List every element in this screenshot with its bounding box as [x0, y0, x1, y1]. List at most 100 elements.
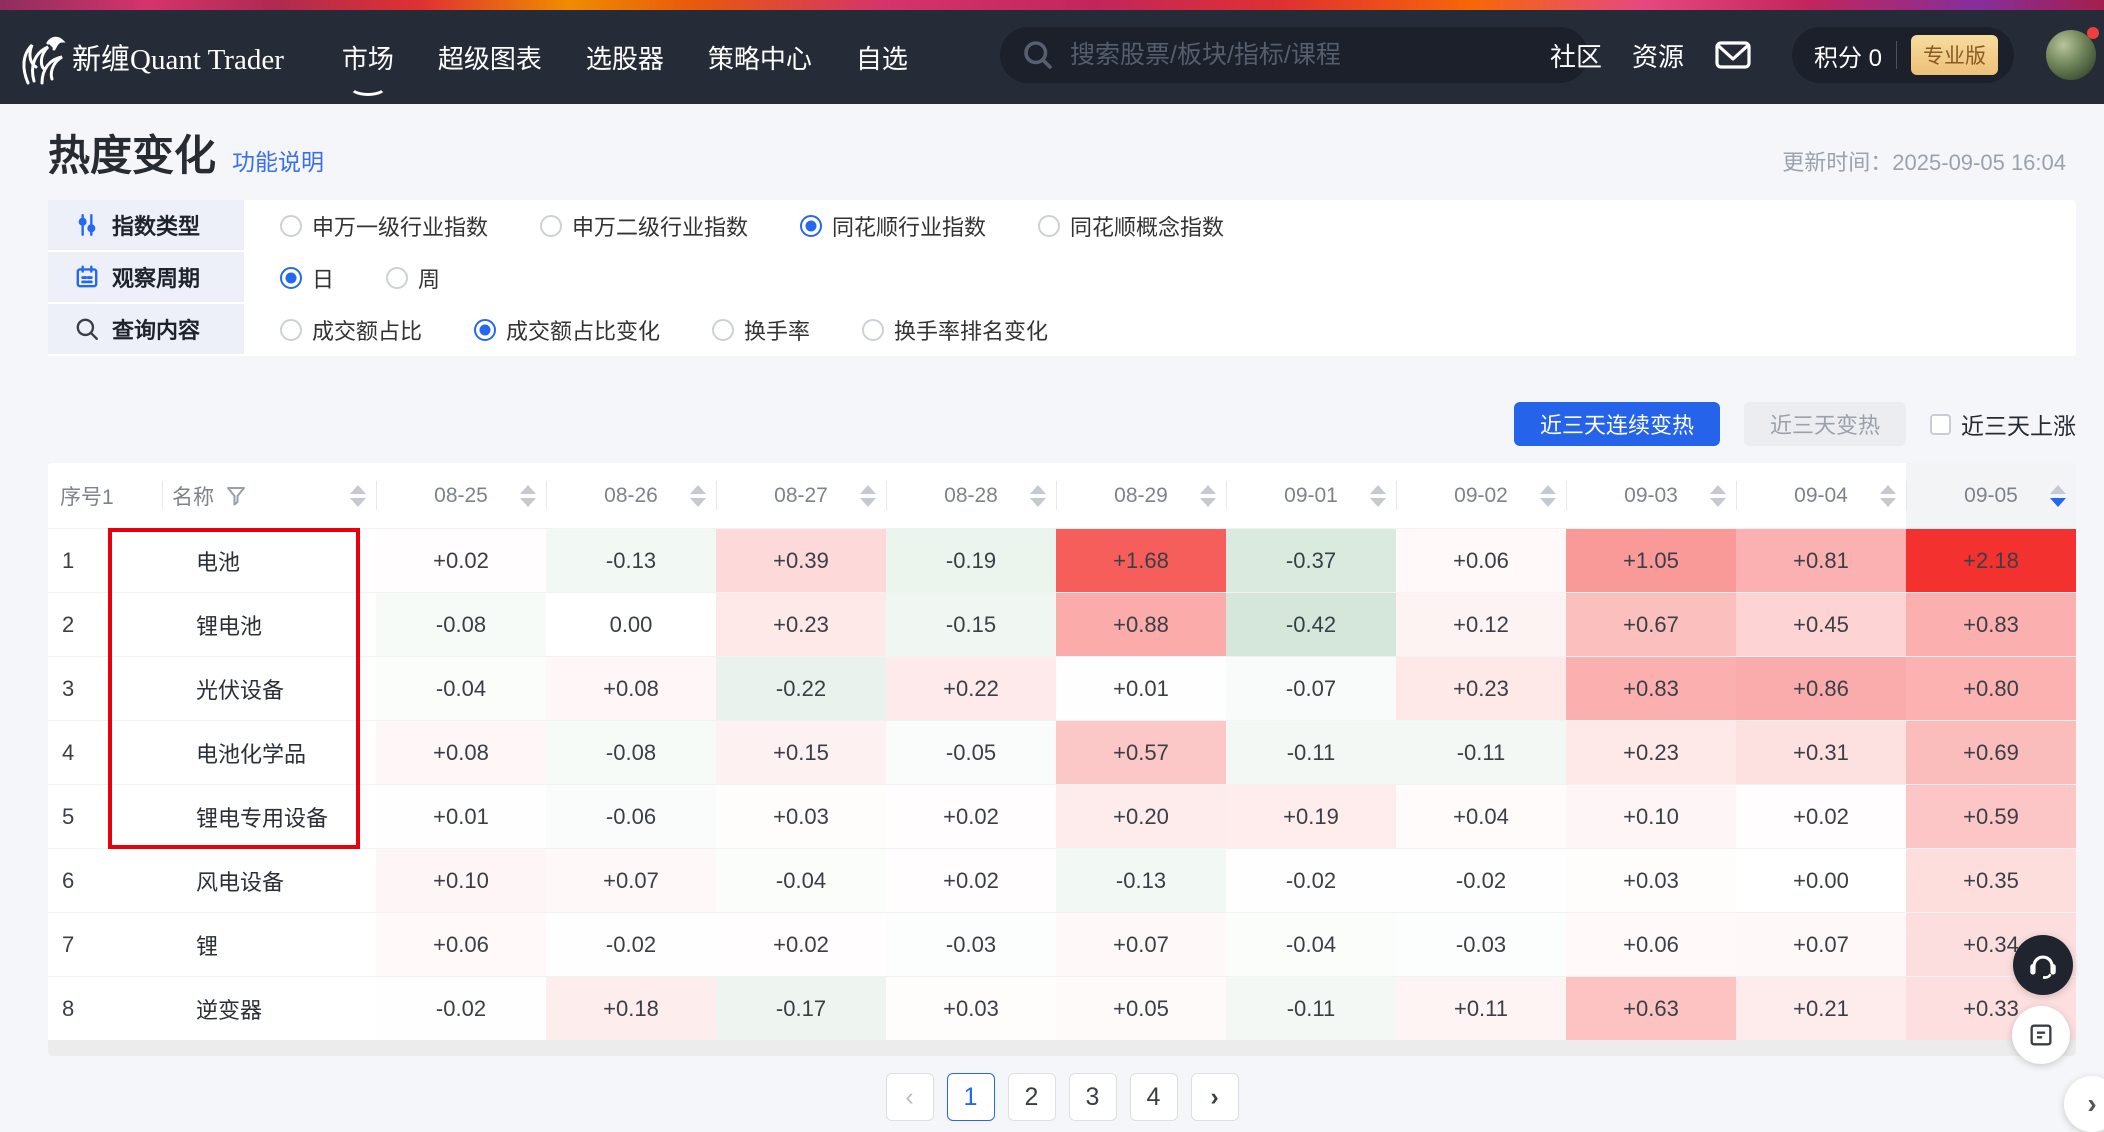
heat-cell: +0.57: [1056, 721, 1226, 784]
nav-link-community[interactable]: 社区: [1549, 41, 1602, 72]
nav-menu-item[interactable]: 市场: [342, 39, 394, 76]
page-number-button[interactable]: 4: [1129, 1073, 1178, 1121]
heat-cell: +0.23: [716, 593, 886, 656]
mail-icon[interactable]: [1714, 39, 1752, 71]
heat-cell: +2.18: [1906, 529, 2076, 592]
sort-carets-icon[interactable]: [1030, 484, 1046, 507]
col-header-date[interactable]: 08-27: [716, 463, 886, 528]
col-header-date[interactable]: 09-05: [1906, 463, 2076, 528]
radio-option[interactable]: 日: [280, 262, 334, 294]
row-name[interactable]: 锂: [196, 933, 219, 959]
notification-dot: [2087, 27, 2099, 39]
horizontal-scrollbar[interactable]: [48, 1040, 2076, 1056]
sort-carets-icon[interactable]: [1370, 484, 1386, 507]
row-name[interactable]: 逆变器: [196, 997, 263, 1023]
filter-funnel-icon[interactable]: [224, 484, 248, 508]
heat-cell: +0.03: [1623, 867, 1679, 893]
col-header-name[interactable]: 名称: [162, 463, 376, 528]
row-name[interactable]: 锂电专用设备: [196, 805, 329, 831]
radio-icon[interactable]: [862, 319, 885, 341]
hot-3days-consecutive-button[interactable]: 近三天连续变热: [1513, 402, 1720, 446]
radio-icon[interactable]: [386, 267, 409, 289]
radio-option[interactable]: 同花顺行业指数: [800, 210, 986, 242]
sort-carets-icon[interactable]: [2050, 484, 2066, 507]
row-name[interactable]: 电池: [196, 549, 241, 575]
search-input[interactable]: [1070, 40, 1568, 70]
radio-option[interactable]: 成交额占比变化: [474, 314, 660, 346]
col-header-date[interactable]: 09-03: [1566, 463, 1736, 528]
sort-carets-icon[interactable]: [690, 484, 706, 507]
radio-option[interactable]: 成交额占比: [280, 314, 422, 346]
sort-carets-icon[interactable]: [1200, 484, 1216, 507]
filter-panel: 指数类型 申万一级行业指数 申万二级行业指数 同花顺行业指数 同花顺概念指数 观…: [48, 200, 2076, 356]
heat-cell: +0.08: [376, 721, 546, 784]
table-body: 1 电池 +0.02 -0.13 +0.39 -0.19 +1.68 -0.37 +0.06…: [48, 528, 2076, 1040]
heat-cell: -0.07: [1226, 657, 1396, 720]
hot-3days-button[interactable]: 近三天变热: [1743, 402, 1906, 446]
sort-carets-icon[interactable]: [520, 484, 536, 507]
next-page-button[interactable]: ›: [1190, 1073, 1239, 1121]
nav-menu-item[interactable]: 策略中心: [707, 43, 812, 74]
row-name[interactable]: 风电设备: [196, 869, 285, 895]
pro-version-badge[interactable]: 专业版: [1911, 35, 1998, 75]
radio-icon[interactable]: [280, 215, 302, 237]
col-header-date[interactable]: 08-28: [886, 463, 1056, 528]
sort-carets-icon[interactable]: [860, 484, 876, 507]
radio-icon[interactable]: [280, 319, 302, 341]
row-index: 2: [62, 611, 75, 637]
help-link[interactable]: 功能说明: [232, 149, 325, 175]
avatar[interactable]: [2046, 30, 2096, 80]
search-bar[interactable]: [1000, 27, 1588, 83]
radio-icon[interactable]: [800, 215, 823, 237]
radio-icon[interactable]: [1038, 215, 1061, 237]
radio-option[interactable]: 申万一级行业指数: [280, 210, 488, 242]
page-number-button[interactable]: 1: [946, 1073, 995, 1121]
radio-option[interactable]: 换手率: [712, 314, 810, 346]
filter-label: 查询内容: [112, 318, 201, 343]
radio-option[interactable]: 申万二级行业指数: [540, 210, 748, 242]
col-header-index[interactable]: 序号1: [60, 485, 114, 509]
radio-option[interactable]: 同花顺概念指数: [1038, 210, 1224, 242]
sort-carets-icon[interactable]: [1540, 484, 1556, 507]
nav-menu-item[interactable]: 超级图表: [437, 43, 542, 74]
radio-icon[interactable]: [474, 319, 497, 341]
col-header-date[interactable]: 09-04: [1736, 463, 1906, 528]
heat-cell: -0.03: [945, 931, 997, 957]
page-number-button[interactable]: 2: [1007, 1073, 1056, 1121]
col-header-date[interactable]: 08-29: [1056, 463, 1226, 528]
phoenix-logo-icon[interactable]: [18, 25, 66, 89]
radio-option[interactable]: 换手率排名变化: [862, 314, 1048, 346]
sort-carets-icon[interactable]: [1880, 484, 1896, 507]
row-name[interactable]: 电池化学品: [196, 741, 307, 767]
heat-cell: +0.06: [1396, 529, 1566, 592]
row-name[interactable]: 锂电池: [196, 613, 263, 639]
customer-service-button[interactable]: [2013, 935, 2073, 995]
rise-3days-checkbox-wrap[interactable]: 近三天上涨: [1930, 407, 2076, 441]
heat-cell: +0.01: [433, 803, 489, 829]
col-header-date[interactable]: 09-01: [1226, 463, 1396, 528]
page-number-button[interactable]: 3: [1068, 1073, 1117, 1121]
row-name[interactable]: 光伏设备: [196, 677, 285, 703]
points-balance[interactable]: 积分 0: [1813, 44, 1882, 72]
col-header-date[interactable]: 08-26: [546, 463, 716, 528]
col-header-date[interactable]: 09-02: [1396, 463, 1566, 528]
radio-icon[interactable]: [280, 267, 302, 289]
heat-cell: +0.31: [1736, 721, 1906, 784]
nav-menu-item[interactable]: 自选: [855, 43, 908, 74]
radio-option[interactable]: 周: [386, 262, 440, 294]
radio-icon[interactable]: [712, 319, 735, 341]
rise-3days-checkbox[interactable]: [1930, 413, 1951, 435]
radio-icon[interactable]: [540, 215, 563, 237]
points-pill: 积分 0 专业版: [1791, 27, 2014, 83]
brand-title[interactable]: 新缠Quant Trader: [72, 44, 284, 76]
sort-carets-icon[interactable]: [1710, 484, 1726, 507]
nav-menu-item[interactable]: 选股器: [585, 43, 664, 74]
nav-link-resources[interactable]: 资源: [1631, 41, 1684, 72]
prev-page-button[interactable]: ‹: [885, 1073, 934, 1121]
heat-cell: +0.21: [1736, 977, 1906, 1040]
table-row: 6 风电设备 +0.10 +0.07 -0.04 +0.02 -0.13 -0.02 -0.…: [48, 848, 2076, 912]
feedback-button[interactable]: [2012, 1006, 2070, 1064]
col-header-date[interactable]: 08-25: [376, 463, 546, 528]
heat-cell: +0.06: [376, 913, 546, 976]
heat-cell: +0.20: [1056, 785, 1226, 848]
